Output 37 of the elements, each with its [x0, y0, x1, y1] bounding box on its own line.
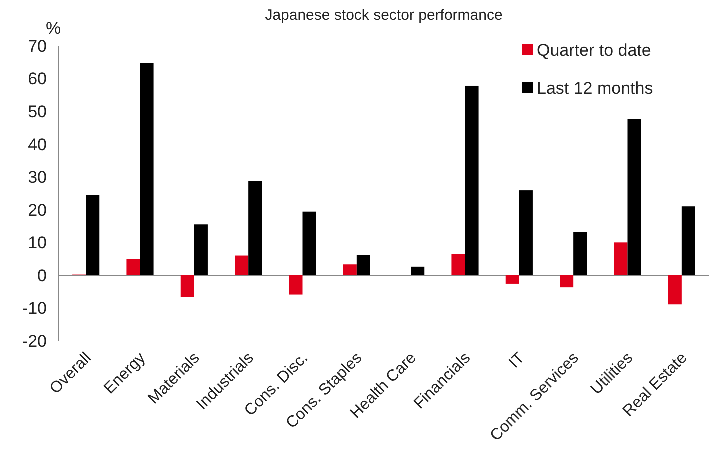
bar: [560, 275, 574, 288]
bar: [519, 190, 533, 276]
bar: [411, 266, 425, 276]
bar: [628, 119, 642, 276]
bar: [126, 259, 140, 276]
y-tick-label: -10: [22, 299, 47, 318]
bar: [356, 255, 370, 276]
y-tick-label: 60: [28, 70, 47, 89]
y-tick-label: 10: [28, 234, 47, 253]
y-tick-label: 0: [38, 266, 47, 286]
bar: [302, 212, 316, 276]
bar: [506, 275, 520, 284]
bar: [289, 275, 303, 295]
bar: [614, 242, 628, 276]
bar: [668, 275, 682, 305]
bar: [235, 256, 249, 276]
bar: [452, 254, 466, 276]
legend-label: Last 12 months: [537, 78, 654, 98]
y-tick-label: 50: [28, 102, 47, 122]
x-tick-label: IT: [506, 350, 528, 372]
y-tick-label: 20: [28, 200, 47, 220]
bar: [86, 195, 100, 276]
bar: [465, 86, 479, 276]
bar: [140, 63, 154, 276]
y-tick-label: 30: [28, 168, 47, 188]
bar: [248, 181, 262, 276]
chart-title: Japanese stock sector performance: [265, 7, 503, 24]
y-tick-label: -20: [22, 332, 47, 351]
bar: [682, 206, 696, 276]
bar: [194, 224, 208, 276]
bar: [180, 275, 194, 298]
legend-label: Quarter to date: [537, 40, 652, 60]
y-axis-title: %: [46, 19, 62, 38]
bar: [343, 264, 357, 276]
bar: [574, 232, 588, 276]
y-tick-label: 70: [28, 36, 47, 56]
y-tick-label: 40: [28, 135, 47, 154]
